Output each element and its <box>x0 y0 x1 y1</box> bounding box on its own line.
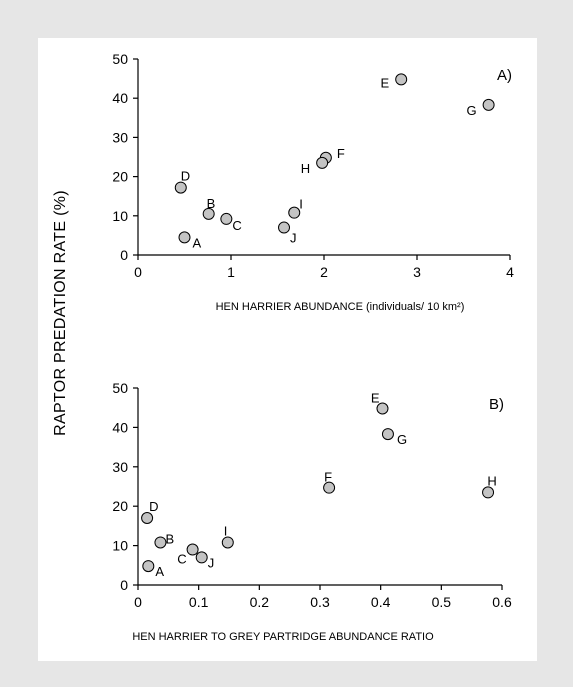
x-axis-label: HEN HARRIER ABUNDANCE (individuals/ 10 k… <box>216 301 465 313</box>
x-tick-label: 3 <box>413 264 421 280</box>
point-label-c: C <box>232 218 241 233</box>
point-label-a: A <box>155 564 164 579</box>
data-point-a <box>142 560 155 573</box>
data-point-j <box>195 551 208 564</box>
point-label-j: J <box>208 555 215 570</box>
point-label-h: H <box>301 161 310 176</box>
x-axis-label: HEN HARRIER TO GREY PARTRIDGE ABUNDANCE … <box>132 631 434 643</box>
y-tick-label: 20 <box>112 498 128 514</box>
data-point-f <box>323 481 336 494</box>
y-tick-label: 20 <box>112 169 128 185</box>
point-label-d: D <box>181 169 190 184</box>
point-label-g: G <box>397 432 407 447</box>
y-tick-label: 0 <box>120 247 128 263</box>
y-tick-label: 10 <box>112 208 128 224</box>
x-tick-label: 0 <box>134 264 142 280</box>
data-point-e <box>395 73 408 86</box>
panel-label: A) <box>497 67 512 84</box>
y-tick-label: 0 <box>120 577 128 593</box>
data-point-b <box>202 207 215 220</box>
panel-label: B) <box>489 396 504 413</box>
point-label-i: I <box>224 523 228 538</box>
x-tick-label: 0.6 <box>492 594 512 610</box>
point-label-h: H <box>487 473 496 488</box>
point-label-c: C <box>177 552 186 567</box>
data-point-c <box>186 543 199 556</box>
data-point-i <box>288 206 301 219</box>
data-point-c <box>220 212 233 225</box>
x-tick-label: 0.3 <box>310 594 330 610</box>
x-tick-label: 0.4 <box>371 594 391 610</box>
data-point-g <box>482 98 495 111</box>
data-point-h <box>482 486 495 499</box>
data-point-b <box>154 536 167 549</box>
x-tick-label: 1 <box>227 264 235 280</box>
point-label-b: B <box>207 196 216 211</box>
x-tick-label: 0.1 <box>189 594 209 610</box>
data-point-i <box>221 536 234 549</box>
data-point-g <box>381 428 394 441</box>
x-tick-label: 0.2 <box>250 594 270 610</box>
data-point-j <box>278 221 291 234</box>
point-label-j: J <box>290 231 297 246</box>
chart-b: 0 10 20 30 40 50 0 0.1 0.2 0.3 0.4 0.5 0.6 HEN HARRIE… <box>112 380 512 643</box>
point-label-b: B <box>165 531 174 546</box>
y-axis-label: RAPTOR PREDATION RATE (%) <box>52 190 69 436</box>
point-label-e: E <box>381 75 390 90</box>
data-point-e <box>376 402 389 415</box>
point-label-i: I <box>299 197 303 212</box>
point-label-a: A <box>193 235 202 250</box>
y-tick-label: 10 <box>112 538 128 554</box>
y-tick-label: 40 <box>112 90 128 106</box>
chart-a: 0 10 20 30 40 50 0 1 2 3 4 HEN HARRIER ABUNDANCE (i… <box>112 51 514 313</box>
data-point-d <box>141 512 154 525</box>
y-tick-label: 50 <box>112 380 128 396</box>
x-tick-label: 4 <box>506 264 514 280</box>
point-label-g: G <box>466 103 476 118</box>
point-label-f: F <box>324 470 332 485</box>
data-point-h <box>316 156 329 169</box>
point-label-e: E <box>371 390 380 405</box>
y-tick-label: 40 <box>112 419 128 435</box>
x-tick-label: 0 <box>134 594 142 610</box>
figure-frame: RAPTOR PREDATION RATE (%) 0 10 20 30 40 50 0 1 2… <box>38 38 537 661</box>
y-tick-label: 30 <box>112 459 128 475</box>
x-tick-label: 2 <box>320 264 328 280</box>
point-label-d: D <box>149 499 158 514</box>
point-label-f: F <box>337 146 345 161</box>
x-tick-label: 0.5 <box>432 594 452 610</box>
y-tick-label: 30 <box>112 129 128 145</box>
y-tick-label: 50 <box>112 51 128 67</box>
data-point-d <box>174 181 187 194</box>
data-point-a <box>178 231 191 244</box>
